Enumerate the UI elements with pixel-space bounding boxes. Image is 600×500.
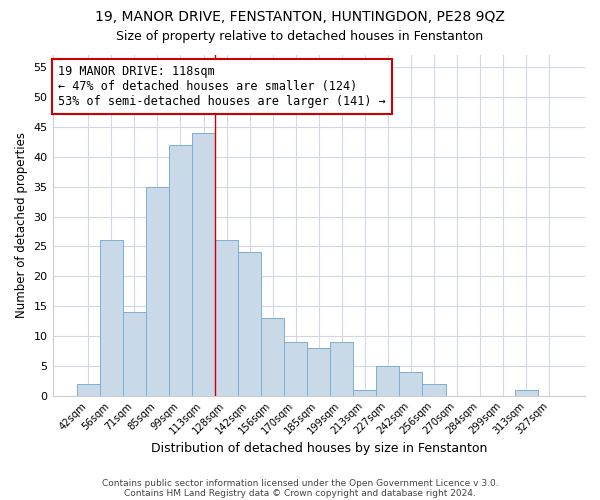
Bar <box>215 240 238 396</box>
Bar <box>376 366 400 396</box>
Bar <box>123 312 146 396</box>
Bar <box>353 390 376 396</box>
Bar <box>77 384 100 396</box>
Bar <box>100 240 123 396</box>
Bar <box>146 186 169 396</box>
Text: Contains HM Land Registry data © Crown copyright and database right 2024.: Contains HM Land Registry data © Crown c… <box>124 488 476 498</box>
Text: 19, MANOR DRIVE, FENSTANTON, HUNTINGDON, PE28 9QZ: 19, MANOR DRIVE, FENSTANTON, HUNTINGDON,… <box>95 10 505 24</box>
Bar <box>330 342 353 396</box>
Bar <box>238 252 261 396</box>
Bar <box>400 372 422 396</box>
X-axis label: Distribution of detached houses by size in Fenstanton: Distribution of detached houses by size … <box>151 442 487 455</box>
Bar <box>284 342 307 396</box>
Bar <box>169 144 192 396</box>
Bar <box>261 318 284 396</box>
Text: 19 MANOR DRIVE: 118sqm
← 47% of detached houses are smaller (124)
53% of semi-de: 19 MANOR DRIVE: 118sqm ← 47% of detached… <box>58 65 386 108</box>
Bar <box>192 133 215 396</box>
Text: Contains public sector information licensed under the Open Government Licence v : Contains public sector information licen… <box>101 478 499 488</box>
Bar <box>422 384 446 396</box>
Bar <box>515 390 538 396</box>
Y-axis label: Number of detached properties: Number of detached properties <box>15 132 28 318</box>
Bar <box>307 348 330 396</box>
Text: Size of property relative to detached houses in Fenstanton: Size of property relative to detached ho… <box>116 30 484 43</box>
